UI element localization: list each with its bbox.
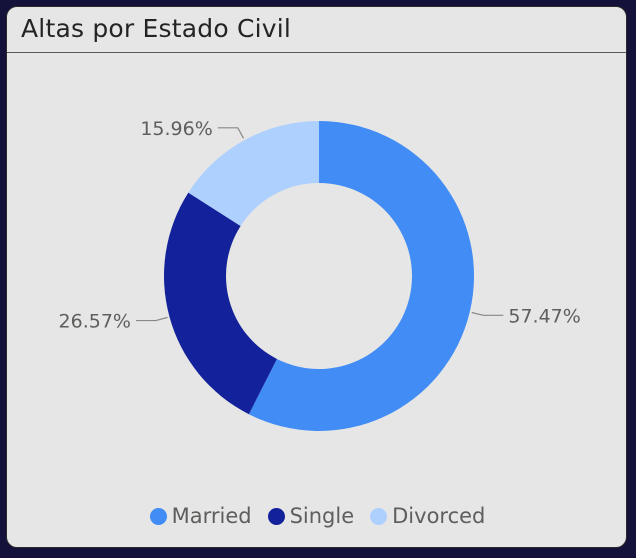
data-label-married: 57.47%: [508, 305, 580, 327]
legend-label: Married: [171, 504, 252, 528]
data-label-single: 26.57%: [59, 311, 131, 333]
legend-label: Single: [289, 504, 355, 528]
chart-card: Altas por Estado Civil 57.47% 26.57% 15.96…: [6, 6, 627, 548]
leader-line-single: [135, 316, 168, 322]
donut-slice-married[interactable]: [248, 121, 474, 432]
donut-slice-single[interactable]: [164, 192, 277, 415]
legend-swatch-icon: [149, 507, 167, 525]
donut-slice-divorced[interactable]: [188, 121, 319, 226]
legend-label: Divorced: [392, 504, 486, 528]
data-label-divorced: 15.96%: [140, 118, 212, 140]
card-header: Altas por Estado Civil: [7, 7, 626, 53]
chart-title: Altas por Estado Civil: [21, 14, 292, 43]
legend-swatch-icon: [267, 507, 285, 525]
donut-chart: 57.47% 26.57% 15.96%: [59, 118, 581, 432]
legend: Married Single Divorced: [7, 500, 626, 532]
leader-line-married: [471, 311, 504, 316]
legend-item-married[interactable]: Married: [149, 504, 252, 528]
legend-swatch-icon: [370, 507, 388, 525]
leader-line-divorced: [217, 127, 245, 139]
legend-item-single[interactable]: Single: [267, 504, 355, 528]
legend-item-divorced[interactable]: Divorced: [370, 504, 485, 528]
